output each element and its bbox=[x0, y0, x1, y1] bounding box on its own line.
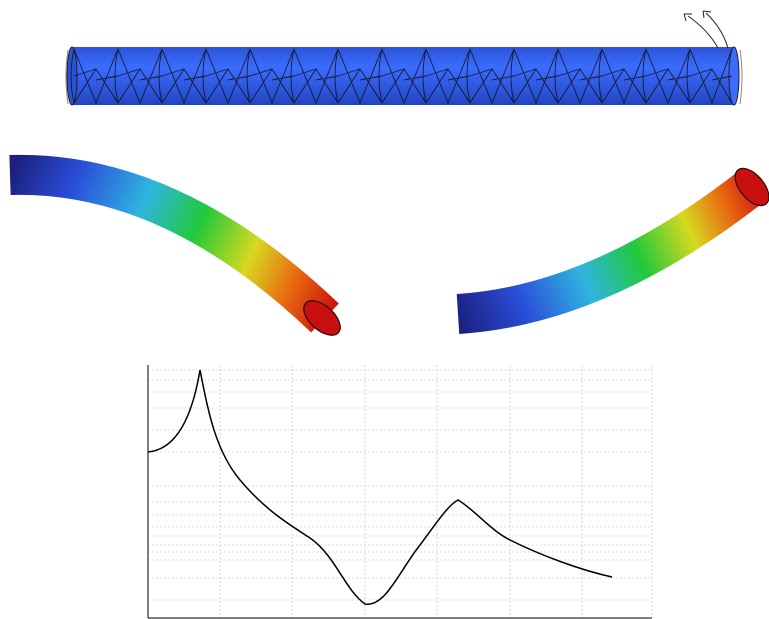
response-curve bbox=[148, 370, 612, 604]
figure bbox=[0, 0, 769, 619]
meshed-cylinder bbox=[66, 47, 742, 105]
arrow bbox=[706, 13, 728, 48]
deformed-tube-right bbox=[458, 162, 769, 314]
tube bbox=[10, 175, 325, 318]
load-arrows bbox=[684, 11, 728, 48]
cylinder-end bbox=[67, 47, 77, 105]
deformed-tube-left bbox=[10, 175, 346, 342]
response-plot bbox=[148, 365, 652, 618]
tube bbox=[458, 186, 752, 314]
grid bbox=[148, 365, 652, 618]
